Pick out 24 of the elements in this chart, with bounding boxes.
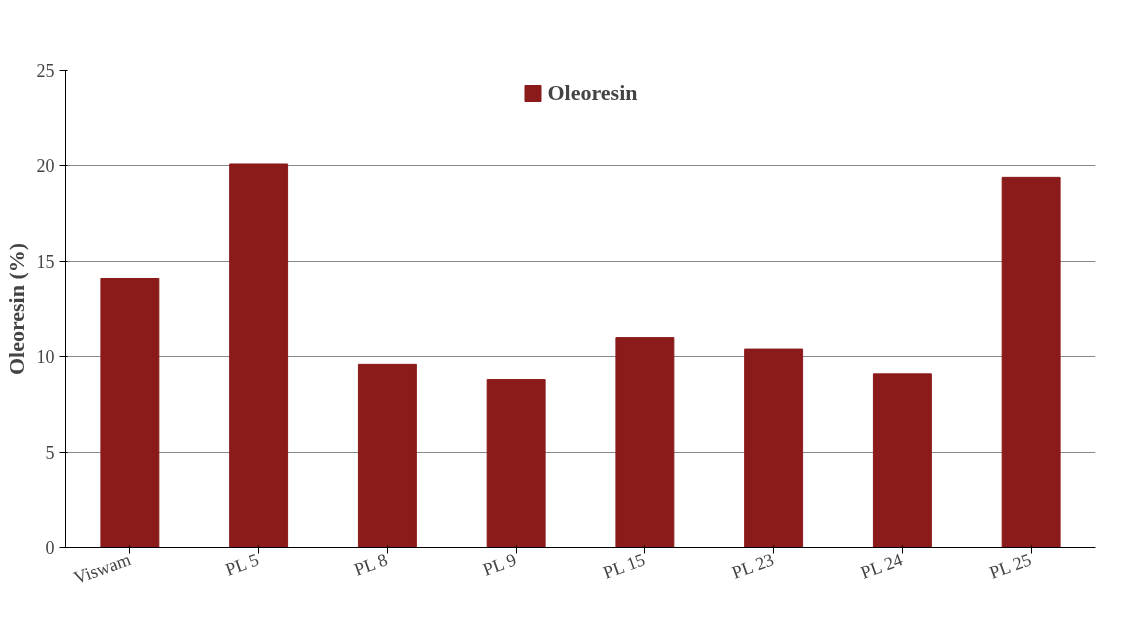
- x-tick-label: PL 5: [222, 549, 262, 580]
- y-tick-label: 15: [36, 251, 55, 272]
- y-axis-title: Oleoresin (%): [3, 242, 29, 376]
- bar: [229, 163, 289, 548]
- x-tick-label: PL 24: [858, 549, 906, 583]
- x-tick-label: PL 23: [729, 549, 777, 583]
- y-tick-label: 25: [36, 61, 55, 81]
- y-tick-label: 10: [36, 347, 55, 368]
- x-tick-label: PL 15: [600, 549, 648, 583]
- x-tick-label: Viswam: [71, 549, 134, 589]
- bar: [1001, 176, 1061, 548]
- bar: [744, 348, 804, 548]
- y-tick-label: 0: [45, 538, 55, 558]
- y-tick-label: 5: [45, 442, 55, 463]
- y-tick-label: 20: [36, 156, 55, 177]
- x-tick-label: PL 9: [480, 549, 519, 580]
- x-tick-label: PL 25: [986, 549, 1034, 583]
- bar: [486, 379, 546, 548]
- legend-label: Oleoresin: [547, 80, 638, 106]
- x-tick-label: PL 8: [351, 549, 391, 580]
- bar: [357, 363, 417, 548]
- bar: [872, 373, 932, 548]
- bar: [100, 277, 160, 548]
- bar: [615, 337, 675, 548]
